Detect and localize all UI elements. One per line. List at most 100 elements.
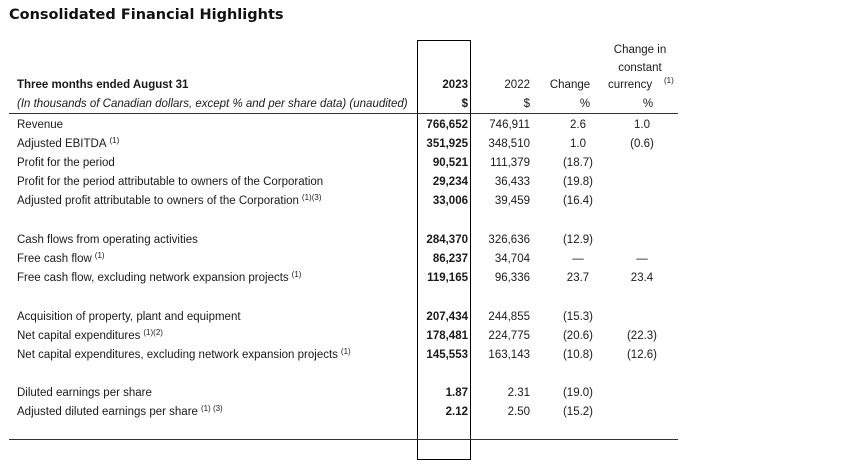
value-change: (15.3)	[548, 310, 608, 324]
value-2023: 145,553	[417, 348, 468, 362]
value-2023-text: 178,481	[426, 330, 468, 342]
value-change: (20.6)	[548, 329, 608, 343]
change-ccy-header-line1: Change in	[613, 44, 667, 56]
value-2023-text: 1.87	[445, 387, 468, 399]
value-2023: 86,237	[417, 252, 468, 266]
value-2023: 119,165	[417, 271, 468, 285]
value-change-ccy: 1.0	[612, 118, 672, 132]
value-2022: 163,143	[480, 348, 530, 362]
unit-2022: $	[523, 98, 530, 110]
value-2023: 29,234	[417, 175, 468, 189]
value-2023: 90,521	[417, 156, 468, 170]
value-2022: 2.31	[480, 386, 530, 400]
value-2022-text: 244,855	[488, 311, 530, 323]
value-change-text: (15.3)	[562, 311, 594, 323]
row-label: Profit for the period attributable to ow…	[17, 175, 326, 190]
row-label: Net capital expenditures (1)(2)	[17, 328, 163, 344]
value-2023-text: 145,553	[426, 349, 468, 361]
value-2022-text: 39,459	[494, 195, 530, 207]
value-2022-text: 163,143	[488, 349, 530, 361]
row-label-text: Acquisition of property, plant and equip…	[17, 311, 241, 323]
value-change-ccy: —	[612, 252, 672, 266]
value-2022: 39,459	[480, 194, 530, 208]
row-label: Adjusted diluted earnings per share (1) (…	[17, 404, 223, 420]
value-2022-text: 96,336	[494, 272, 530, 284]
row-label-text: Free cash flow, excluding network expans…	[17, 272, 289, 284]
value-change-text: (15.2)	[562, 406, 594, 418]
value-2022-text: 111,379	[490, 157, 530, 169]
row-label-text: Net capital expenditures, excluding netw…	[17, 349, 338, 361]
value-2022-text: 746,911	[489, 119, 530, 131]
value-2023: 766,652	[417, 118, 468, 132]
value-change: (19.8)	[548, 175, 608, 189]
footnote-marker: (1)(3)	[301, 193, 322, 202]
value-change-text: 2.6	[570, 119, 586, 131]
value-change: (18.7)	[548, 156, 608, 170]
value-2023-text: 351,925	[426, 138, 468, 150]
value-2022-text: 34,704	[494, 253, 530, 265]
col-header-2023: 2023	[442, 79, 468, 91]
value-2022-text: 326,636	[488, 234, 530, 246]
row-label-text: Profit for the period	[17, 157, 115, 169]
footnote-marker: (1)	[94, 251, 105, 260]
value-change: 2.6	[548, 118, 608, 132]
unit-ccy: %	[642, 98, 654, 110]
value-2023: 178,481	[417, 329, 468, 343]
value-2023-text: 2.12	[445, 406, 468, 418]
value-change-text: 1.0	[570, 138, 586, 150]
value-change-ccy: (12.6)	[612, 348, 672, 362]
value-change: 1.0	[548, 137, 608, 151]
col-header-2022: 2022	[504, 79, 530, 91]
header-divider	[9, 113, 678, 114]
row-label-text: Adjusted EBITDA	[17, 138, 107, 150]
change-ccy-header-line2: constant	[618, 62, 662, 74]
value-change-text: (10.8)	[562, 349, 594, 361]
row-label: Net capital expenditures, excluding netw…	[17, 347, 351, 363]
period-label: Three months ended August 31	[17, 79, 189, 91]
value-2022: 96,336	[480, 271, 530, 285]
value-2022: 348,510	[480, 137, 530, 151]
value-change: 23.7	[548, 271, 608, 285]
value-change-text: (19.8)	[562, 176, 594, 188]
value-change-ccy: 23.4	[612, 271, 672, 285]
change-ccy-footnote: (1)	[664, 76, 674, 85]
value-change-ccy-text: (22.3)	[626, 330, 658, 342]
value-2022: 244,855	[480, 310, 530, 324]
value-change-ccy-text: 23.4	[630, 272, 654, 284]
row-label: Adjusted EBITDA (1)	[17, 136, 119, 152]
value-change: —	[548, 252, 608, 266]
row-label: Diluted earnings per share	[17, 386, 155, 401]
value-2023-text: 90,521	[432, 157, 468, 169]
row-label: Adjusted profit attributable to owners o…	[17, 193, 322, 209]
row-label-text: Cash flows from operating activities	[17, 234, 198, 246]
value-2022-text: 2.50	[507, 406, 530, 418]
value-change: (12.9)	[548, 233, 608, 247]
value-change-text: (19.0)	[562, 387, 594, 399]
value-change: (16.4)	[548, 194, 608, 208]
value-2023: 207,434	[417, 310, 468, 324]
footnote-marker: (1)	[291, 270, 302, 279]
row-label-text: Net capital expenditures	[17, 330, 141, 342]
value-change-ccy: (22.3)	[612, 329, 672, 343]
footnote-marker: (1)(2)	[143, 328, 163, 337]
value-change-text: (12.9)	[562, 234, 594, 246]
value-change-ccy-text: —	[636, 253, 648, 265]
col-header-change: Change	[549, 79, 591, 91]
row-label: Acquisition of property, plant and equip…	[17, 310, 244, 325]
value-2023-text: 86,237	[432, 253, 468, 265]
table-bottom-rule	[9, 439, 678, 440]
value-2022: 224,775	[480, 329, 530, 343]
unit-change: %	[579, 98, 591, 110]
value-2023-text: 33,006	[432, 195, 468, 207]
value-2022-text: 2.31	[507, 387, 530, 399]
value-2022-text: 224,775	[488, 330, 530, 342]
value-change: (15.2)	[548, 405, 608, 419]
value-2022: 36,433	[480, 175, 530, 189]
page-title: Consolidated Financial Highlights	[9, 7, 284, 23]
value-change-ccy: (0.6)	[612, 137, 672, 151]
value-2023-text: 207,434	[426, 311, 468, 323]
value-2023: 33,006	[417, 194, 468, 208]
row-label: Revenue	[17, 118, 66, 133]
value-change-ccy-text: 1.0	[634, 119, 650, 131]
value-change-ccy-text: (12.6)	[626, 349, 658, 361]
